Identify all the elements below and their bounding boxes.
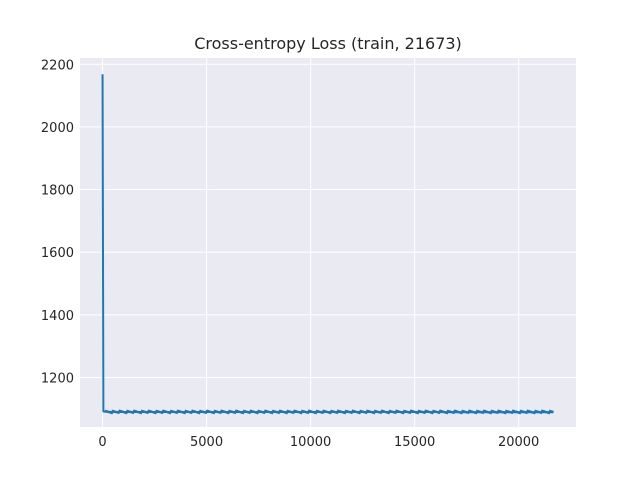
x-tick-label: 10000	[290, 435, 331, 450]
chart-title: Cross-entropy Loss (train, 21673)	[194, 34, 462, 53]
y-tick-label: 1600	[41, 246, 74, 261]
y-axis: 1200 1400 1600 1800 2000 2200	[41, 58, 74, 386]
x-tick-label: 5000	[190, 435, 223, 450]
y-tick-label: 2000	[41, 121, 74, 136]
plot-area	[80, 58, 576, 427]
y-tick-label: 2200	[41, 58, 74, 73]
series-noise-band	[104, 409, 554, 415]
x-tick-label: 15000	[394, 435, 435, 450]
grid	[80, 58, 576, 427]
x-tick-label: 0	[98, 435, 106, 450]
series-layer	[101, 74, 554, 415]
y-tick-label: 1800	[41, 184, 74, 199]
y-tick-label: 1200	[41, 372, 74, 387]
y-tick-label: 1400	[41, 309, 74, 324]
x-tick-label: 20000	[498, 435, 539, 450]
x-axis: 0 5000 10000 15000 20000	[98, 435, 539, 450]
